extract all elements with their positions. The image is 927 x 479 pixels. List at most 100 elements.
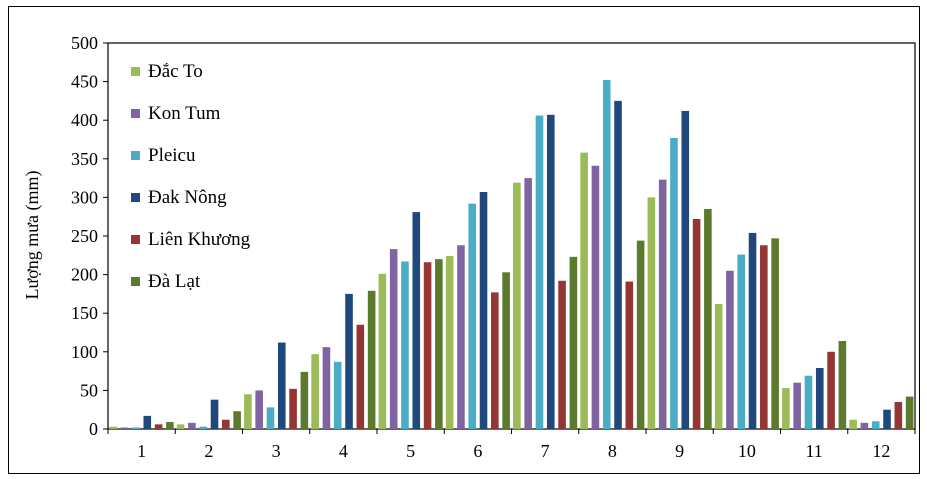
legend-swatch <box>131 193 140 202</box>
legend-label: Pleicu <box>148 145 196 166</box>
legend-label: Đak Nông <box>148 187 227 208</box>
legend-swatch <box>131 151 140 160</box>
bar <box>569 256 578 429</box>
bar <box>266 407 275 429</box>
bar <box>401 261 409 429</box>
x-tick-label: 10 <box>738 441 756 461</box>
bar <box>714 303 723 429</box>
bar <box>849 419 857 429</box>
x-tick-label: 12 <box>872 441 890 461</box>
bar <box>345 293 353 429</box>
y-tick-label: 150 <box>71 303 98 323</box>
x-tick-label: 2 <box>204 441 213 461</box>
y-tick-label: 500 <box>71 33 98 53</box>
bar <box>210 399 219 429</box>
bar <box>222 419 230 429</box>
bar <box>827 351 835 429</box>
bar <box>154 424 163 429</box>
bar <box>389 249 398 429</box>
bar <box>356 324 365 429</box>
bar <box>748 232 757 429</box>
bar <box>491 292 499 429</box>
bar <box>647 197 656 429</box>
legend: Đắc To Kon Tum Pleicu Đak Nông Liên Khương Đà… <box>131 61 251 292</box>
bar <box>143 415 152 429</box>
bar <box>445 256 454 429</box>
x-tick-label: 7 <box>541 441 550 461</box>
bar <box>771 238 779 429</box>
legend-label: Liên Khương <box>148 229 251 250</box>
bar <box>255 390 263 429</box>
bar <box>333 361 342 429</box>
bar <box>815 368 824 429</box>
bar <box>435 259 443 429</box>
bar <box>546 114 555 430</box>
x-tick-label: 11 <box>805 441 822 461</box>
x-tick-label: 8 <box>608 441 617 461</box>
legend-label: Đắc To <box>148 61 203 82</box>
bar <box>524 178 532 429</box>
y-tick-label: 450 <box>71 72 98 92</box>
y-axis-title: Lượng mưa (mm) <box>22 170 43 299</box>
bar <box>244 394 252 429</box>
legend-swatch <box>131 277 140 286</box>
legend-swatch <box>131 235 140 244</box>
bar <box>658 179 667 429</box>
bar <box>535 115 544 430</box>
y-tick-label: 350 <box>71 149 98 169</box>
bar <box>289 388 297 429</box>
bar <box>322 347 331 429</box>
bar <box>120 427 129 429</box>
bar <box>423 262 432 429</box>
bar <box>277 342 286 429</box>
x-tick-label: 9 <box>675 441 684 461</box>
bar <box>166 422 174 429</box>
bar <box>132 427 140 429</box>
y-tick-label: 200 <box>71 265 98 285</box>
legend-swatch <box>131 67 140 76</box>
bar <box>199 426 208 429</box>
bar <box>233 411 241 429</box>
bar <box>793 382 801 429</box>
bar <box>367 290 376 429</box>
bar <box>311 354 319 429</box>
bar <box>905 396 914 429</box>
y-tick-label: 50 <box>80 380 98 400</box>
bar <box>670 137 678 429</box>
bar <box>681 110 690 429</box>
bar <box>692 219 701 429</box>
bar <box>704 208 712 429</box>
x-tick-label: 4 <box>339 441 348 461</box>
bar <box>737 254 746 429</box>
bar <box>188 422 196 429</box>
bar <box>479 191 488 429</box>
legend-label: Kon Tum <box>148 103 221 124</box>
bar <box>636 240 645 429</box>
bar <box>860 422 869 429</box>
bar <box>871 421 880 429</box>
y-tick-label: 0 <box>89 419 98 439</box>
bar <box>558 280 566 429</box>
bar <box>591 165 600 430</box>
bar <box>412 212 421 429</box>
y-tick-label: 400 <box>71 110 98 130</box>
bar <box>614 100 622 430</box>
x-tick-label: 6 <box>473 441 482 461</box>
bar <box>804 375 813 429</box>
bar <box>838 340 847 429</box>
legend-swatch <box>131 109 140 118</box>
bar <box>109 426 118 429</box>
bar <box>502 272 510 429</box>
bar <box>378 273 387 429</box>
bar <box>760 245 768 429</box>
bar <box>176 424 185 429</box>
y-tick-label: 250 <box>71 226 98 246</box>
bar <box>602 80 611 429</box>
bar <box>468 203 477 429</box>
x-tick-label: 5 <box>406 441 415 461</box>
bar <box>300 371 309 429</box>
bar <box>513 182 521 429</box>
legend-label: Đà Lạt <box>148 271 201 292</box>
y-tick-label: 100 <box>71 342 98 362</box>
